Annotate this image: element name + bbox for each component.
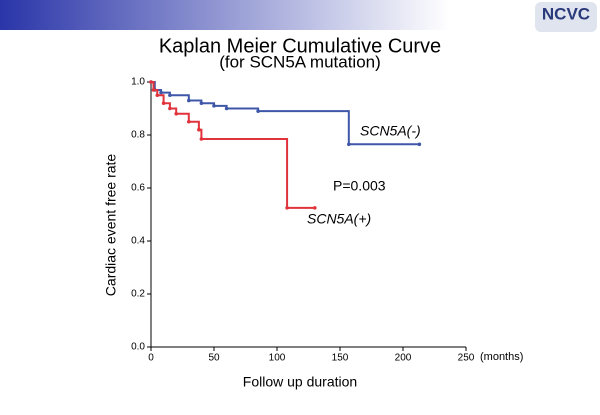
censor-mark bbox=[168, 106, 172, 111]
x-tick-label: 0 bbox=[148, 353, 154, 364]
y-tick-label: 0.0 bbox=[131, 342, 145, 353]
censor-mark bbox=[159, 90, 163, 95]
x-tick-label: 200 bbox=[395, 353, 412, 364]
censor-mark bbox=[285, 206, 289, 210]
x-tick-label: 50 bbox=[208, 353, 220, 364]
censor-mark bbox=[187, 98, 191, 103]
censor-mark bbox=[256, 109, 260, 113]
legend-label: SCN5A(-) bbox=[360, 123, 421, 139]
censor-mark bbox=[224, 106, 229, 111]
x-tick-label: 250 bbox=[458, 353, 475, 364]
censor-mark bbox=[197, 127, 201, 132]
y-axis-label: Cardiac event free rate bbox=[103, 154, 119, 297]
censor-mark bbox=[212, 104, 216, 108]
y-tick-label: 1.0 bbox=[131, 77, 145, 88]
header-bar bbox=[0, 0, 600, 30]
legend-label: SCN5A(+) bbox=[307, 211, 371, 227]
censor-mark bbox=[149, 80, 153, 84]
censor-mark bbox=[155, 93, 160, 98]
censor-mark bbox=[151, 88, 156, 92]
censor-mark bbox=[161, 101, 166, 105]
x-axis-unit: (months) bbox=[480, 351, 523, 363]
censor-mark bbox=[187, 119, 191, 124]
p-value: P=0.003 bbox=[333, 178, 386, 194]
y-tick-label: 0.8 bbox=[131, 130, 145, 141]
logo-box bbox=[535, 2, 597, 32]
censor-mark bbox=[174, 112, 178, 116]
chart-subtitle: (for SCN5A mutation) bbox=[219, 52, 381, 71]
y-tick-label: 0.6 bbox=[131, 183, 145, 194]
censor-mark bbox=[199, 101, 204, 105]
y-tick-label: 0.4 bbox=[131, 236, 145, 247]
censor-mark bbox=[199, 137, 204, 141]
x-axis-label: Follow up duration bbox=[243, 374, 357, 390]
survival-curve bbox=[151, 81, 315, 209]
x-tick-label: 100 bbox=[269, 353, 286, 364]
censor-mark bbox=[313, 206, 317, 210]
censor-mark bbox=[417, 142, 422, 147]
censor-mark bbox=[168, 93, 172, 98]
y-tick-label: 0.2 bbox=[131, 289, 145, 300]
chart-title: Kaplan Meier Cumulative Curve bbox=[159, 35, 441, 57]
logo: NCVC bbox=[542, 4, 590, 23]
censor-mark bbox=[347, 142, 351, 147]
x-tick-label: 150 bbox=[332, 353, 349, 364]
